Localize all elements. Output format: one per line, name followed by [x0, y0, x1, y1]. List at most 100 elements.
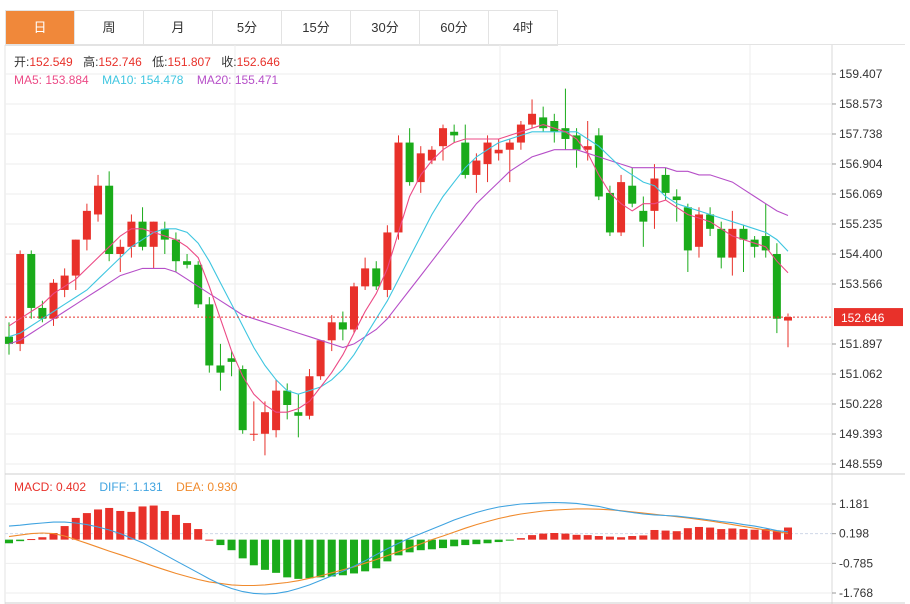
tab-5min[interactable]: 5分: [213, 11, 282, 45]
macd-bar: [349, 539, 358, 574]
macd-bar: [405, 539, 414, 553]
macd-bar: [605, 536, 614, 540]
macd-bar: [305, 539, 314, 579]
macd-bar: [205, 539, 214, 541]
candle-body: [249, 433, 258, 435]
macd-bar: [750, 529, 759, 540]
macd-bar: [416, 539, 425, 551]
macd-bars: [4, 505, 793, 579]
candle-body: [728, 228, 737, 258]
candle-body: [505, 142, 514, 150]
last-price-box: [834, 308, 903, 327]
ma-lines: [8, 124, 789, 413]
candle-body: [439, 128, 448, 147]
candle-body: [650, 178, 659, 211]
ma10-legend: MA10: 154.478: [102, 73, 184, 87]
candle-body: [694, 214, 703, 247]
macd-bar: [327, 539, 336, 577]
tab-15min[interactable]: 15分: [282, 11, 351, 45]
tab-30min[interactable]: 30分: [351, 11, 420, 45]
macd-bar: [772, 530, 781, 540]
candle-body: [94, 185, 103, 215]
macd-bar: [494, 539, 503, 543]
low-value: 151.807: [168, 55, 212, 69]
macd-bar: [739, 529, 748, 540]
y-tick-label: 156.904: [839, 157, 883, 171]
macd-bar: [516, 538, 525, 540]
candle-body: [138, 221, 147, 247]
high-value: 152.746: [98, 55, 142, 69]
y-tick-label: 149.393: [839, 427, 883, 441]
tab-60min[interactable]: 60分: [420, 11, 489, 45]
macd-bar: [706, 527, 715, 540]
tab-month[interactable]: 月: [144, 11, 213, 45]
macd-bar: [561, 533, 570, 540]
macd-bar: [683, 528, 692, 540]
candle-body: [316, 340, 325, 377]
macd-bar: [338, 539, 347, 576]
tab-day[interactable]: 日: [6, 11, 75, 45]
macd-bar: [16, 539, 25, 542]
candle-body: [539, 117, 548, 129]
ma5-line: [8, 124, 789, 413]
candle-body: [4, 336, 14, 344]
candle-body: [205, 304, 214, 366]
macd-bar: [27, 539, 36, 541]
macd-bar: [672, 531, 681, 540]
y-tick-label: 153.566: [839, 277, 883, 291]
candle-body: [639, 210, 648, 222]
candle-body: [561, 128, 570, 139]
macd-bar: [505, 539, 514, 541]
price-grid: 159.407 158.573 157.738 156.904 156.069 155.2…: [5, 67, 883, 471]
candle-body: [772, 254, 781, 319]
svg-text:MA5: 153.884 MA10: 154.478: MA5: 153.884 MA10: 154.478 MA20: 155.471: [14, 73, 279, 87]
candle-body: [60, 275, 69, 290]
macd-bar: [394, 539, 403, 556]
candle-body: [672, 196, 681, 201]
candle-body: [327, 322, 336, 341]
candle-body: [594, 135, 603, 197]
macd-bar: [316, 539, 325, 578]
macd-bar: [105, 507, 114, 540]
candle-body: [216, 365, 225, 373]
candle-body: [305, 376, 314, 416]
macd-tick-label: 0.198: [839, 527, 869, 541]
candle-body: [783, 317, 793, 321]
candle-body: [171, 239, 180, 262]
macd-bar: [427, 539, 436, 550]
macd-bar: [383, 539, 392, 562]
macd-bar: [238, 539, 247, 559]
macd-tick-label: 1.181: [839, 497, 869, 511]
candle-body: [272, 390, 281, 431]
macd-bar: [272, 539, 281, 573]
last-price-marker: 152.646: [5, 308, 903, 327]
macd-bar: [728, 528, 737, 540]
candle-body: [372, 268, 381, 287]
open-label: 开:: [14, 55, 29, 69]
macd-tick-label: -0.785: [839, 556, 873, 570]
candle-body: [628, 185, 637, 204]
ma5-legend: MA5: 153.884: [14, 73, 89, 87]
open-value: 152.549: [29, 55, 73, 69]
macd-bar: [249, 539, 258, 566]
macd-bar: [260, 539, 269, 570]
y-tick-label: 159.407: [839, 67, 883, 81]
macd-bar: [194, 529, 203, 540]
macd-bar: [583, 535, 592, 540]
tab-4hour[interactable]: 4时: [489, 11, 558, 45]
candle-body: [717, 228, 726, 258]
diff-line: [8, 501, 789, 595]
candle-body: [149, 221, 158, 247]
candle-body: [683, 207, 692, 251]
macd-bar: [4, 539, 14, 544]
tabs-divider: [5, 44, 905, 45]
macd-bar: [49, 533, 58, 540]
candle-body: [427, 149, 436, 161]
macd-bar: [116, 510, 125, 540]
candle-body: [761, 236, 770, 251]
tab-week[interactable]: 周: [75, 11, 144, 45]
candle-body: [383, 232, 392, 290]
candle-body: [116, 246, 125, 255]
close-label: 收:: [221, 55, 236, 69]
